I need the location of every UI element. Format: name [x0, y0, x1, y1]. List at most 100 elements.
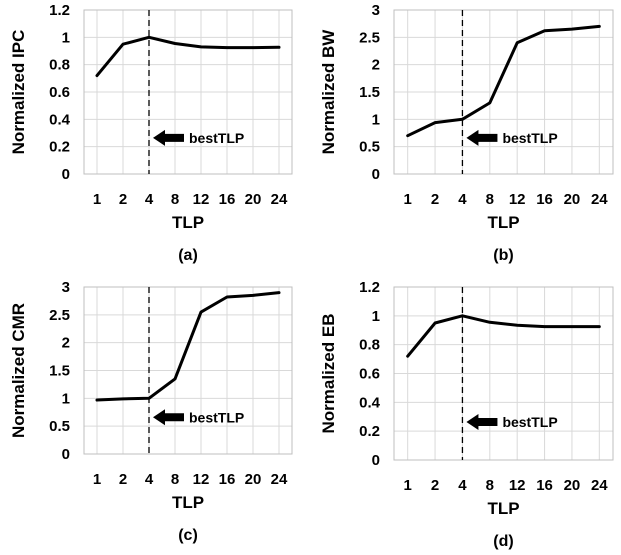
y-tick-label: 1.2	[359, 279, 380, 296]
chart-panel-b: 00.511.522.531 2 4 8 12 16 20 24bestTLPTLPNorma…	[319, 2, 614, 264]
data-point	[96, 75, 98, 77]
arrow-left-icon	[466, 129, 498, 146]
x-tick-label: 16	[536, 477, 553, 494]
data-point	[278, 292, 280, 294]
panel-caption: (d)	[493, 533, 513, 550]
x-tick-label: 24	[271, 191, 288, 208]
y-tick-label: 0	[62, 446, 70, 463]
y-tick-label: 0.4	[49, 111, 71, 128]
y-tick-label: 2.5	[359, 29, 380, 46]
y-tick-label: 0.2	[359, 423, 380, 440]
x-tick-label: 24	[271, 471, 288, 488]
data-point	[96, 399, 98, 401]
x-tick-label: 4	[458, 191, 467, 208]
x-tick-label: 8	[486, 191, 494, 208]
y-tick-label: 1	[62, 29, 70, 46]
data-point	[174, 378, 176, 380]
x-tick-label: 1	[93, 191, 101, 208]
x-tick-label: 12	[509, 477, 526, 494]
series-line	[406, 314, 601, 358]
series-line	[95, 291, 281, 402]
x-tick-label: 4	[145, 191, 154, 208]
data-point	[489, 102, 491, 104]
x-tick-label: 2	[431, 191, 439, 208]
data-point	[516, 324, 518, 326]
data-point	[544, 30, 546, 32]
data-point	[516, 42, 518, 44]
y-tick-label: 0.8	[49, 57, 70, 74]
x-tick-label: 20	[564, 477, 581, 494]
data-point	[226, 47, 228, 49]
data-point	[122, 43, 124, 45]
arrow-left-icon	[466, 413, 498, 430]
x-tick-label: 8	[171, 471, 179, 488]
plot-area	[83, 286, 293, 455]
y-axis-title: Normalized CMR	[9, 303, 28, 438]
best-tlp-annotation: bestTLP	[502, 130, 557, 146]
data-point	[148, 36, 150, 38]
data-point	[200, 46, 202, 48]
y-tick-label: 3	[62, 279, 70, 296]
data-point	[434, 122, 436, 124]
plot-area	[393, 286, 614, 461]
y-axis-title: Normalized EB	[319, 314, 338, 434]
y-tick-label: 0	[372, 452, 380, 469]
data-point	[174, 42, 176, 44]
x-tick-label: 12	[509, 191, 526, 208]
data-point	[122, 398, 124, 400]
x-tick-label: 8	[486, 477, 494, 494]
arrow-left-icon	[153, 409, 184, 426]
data-point	[407, 355, 409, 357]
x-tick-label: 2	[119, 191, 127, 208]
y-tick-label: 1	[372, 111, 380, 128]
x-axis-title: TLP	[172, 493, 204, 512]
y-tick-label: 0.5	[49, 418, 70, 435]
x-tick-label: 16	[219, 191, 236, 208]
x-axis-title: TLP	[487, 499, 519, 518]
chart-panel-a: 00.20.40.60.811.21 2 4 8 12 16 20 24bestTLPTLPN…	[9, 2, 293, 264]
y-axis-title: Normalized BW	[319, 29, 338, 155]
data-point	[598, 326, 600, 328]
y-tick-label: 0.6	[359, 366, 380, 383]
x-tick-label: 12	[193, 191, 210, 208]
y-tick-label: 0.6	[49, 84, 70, 101]
data-point	[434, 322, 436, 324]
data-point	[544, 326, 546, 328]
chart-panel-c: 00.511.522.531 2 4 8 12 16 20 24bestTLPTLPNorma…	[9, 279, 293, 544]
y-tick-label: 0	[372, 166, 380, 183]
y-tick-label: 2	[372, 57, 380, 74]
data-point	[252, 294, 254, 296]
y-tick-label: 1.5	[49, 363, 70, 380]
y-tick-label: 0.4	[359, 394, 381, 411]
y-tick-label: 0.5	[359, 139, 380, 156]
y-tick-label: 0	[62, 166, 70, 183]
y-tick-label: 1	[62, 390, 70, 407]
best-tlp-annotation: bestTLP	[189, 130, 244, 146]
x-tick-label: 16	[536, 191, 553, 208]
plot-area	[83, 9, 293, 175]
panel-caption: (a)	[178, 247, 198, 264]
best-tlp-annotation: bestTLP	[189, 409, 244, 425]
panel-caption: (b)	[493, 247, 513, 264]
x-tick-label: 1	[404, 191, 412, 208]
y-tick-label: 3	[372, 2, 380, 19]
panel-caption: (c)	[178, 527, 198, 544]
y-tick-label: 2	[62, 335, 70, 352]
series-line	[406, 24, 601, 138]
x-axis-title: TLP	[487, 213, 519, 232]
x-tick-label: 20	[564, 191, 581, 208]
y-tick-label: 1	[372, 308, 380, 325]
data-point	[407, 135, 409, 137]
y-tick-label: 0.2	[49, 139, 70, 156]
data-point	[571, 326, 573, 328]
data-point	[148, 397, 150, 399]
data-point	[200, 311, 202, 313]
data-point	[598, 25, 600, 27]
x-tick-label: 16	[219, 471, 236, 488]
data-point	[252, 47, 254, 49]
x-tick-label: 12	[193, 471, 210, 488]
x-tick-label: 1	[93, 471, 101, 488]
chart-panel-d: 00.20.40.60.811.21 2 4 8 12 16 20 24bestTLPTLPN…	[319, 279, 614, 550]
x-axis-title: TLP	[172, 213, 204, 232]
